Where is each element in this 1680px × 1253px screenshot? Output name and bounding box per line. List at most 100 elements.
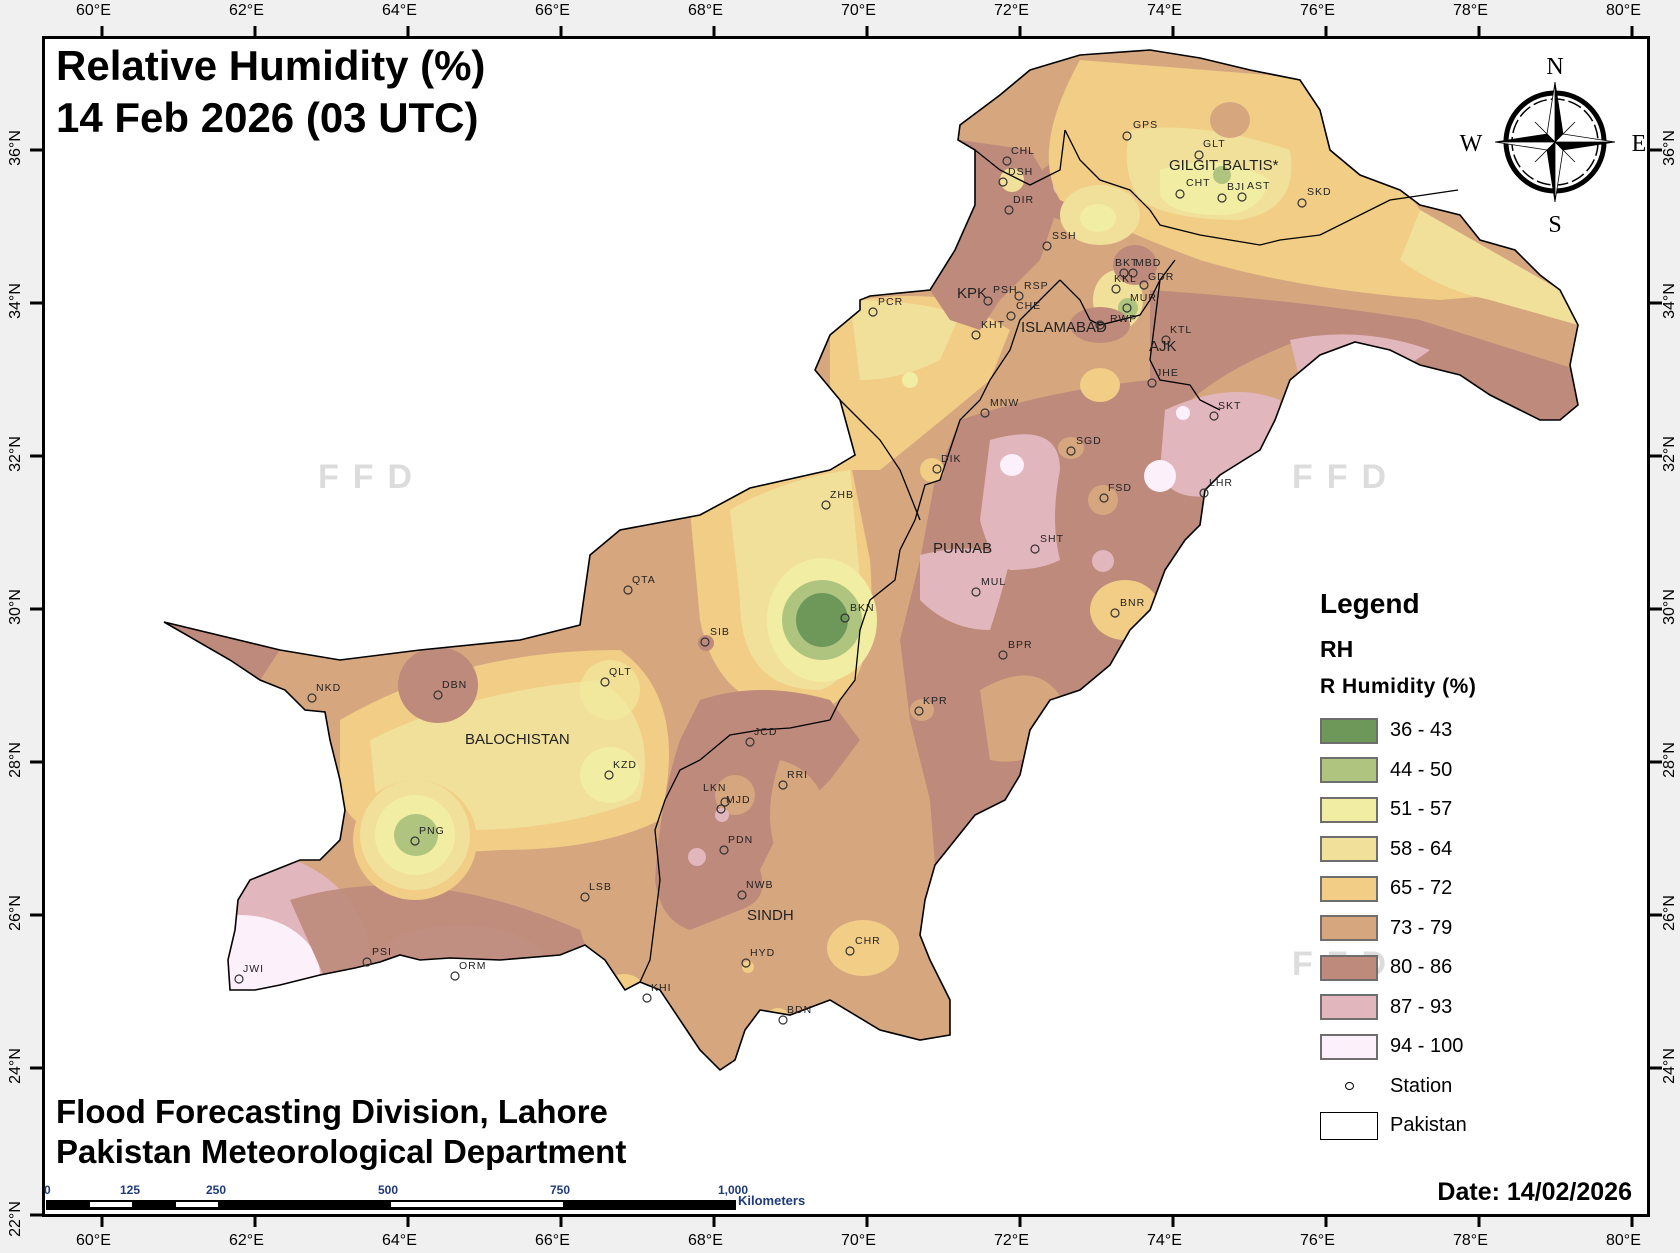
svg-text:JCD: JCD — [754, 726, 777, 738]
svg-text:RRI: RRI — [787, 769, 808, 781]
lon-tick: 78°E — [1453, 1232, 1488, 1249]
svg-text:PDN: PDN — [728, 834, 753, 846]
svg-text:KTL: KTL — [1170, 324, 1192, 336]
svg-text:SGD: SGD — [1076, 435, 1102, 447]
scale-tick: 1,000 — [718, 1183, 749, 1197]
svg-text:SHT: SHT — [1040, 533, 1064, 545]
svg-text:CHR: CHR — [855, 935, 881, 947]
svg-text:MJD: MJD — [726, 794, 751, 806]
boundary-swatch — [1320, 1111, 1378, 1140]
lon-tick: 66°E — [535, 2, 570, 19]
legend-layer: RH — [1320, 636, 1354, 662]
legend-item: 73 - 79 — [1320, 909, 1476, 949]
lon-tick: 64°E — [382, 1232, 417, 1249]
stations — [234, 131, 1307, 1025]
svg-text:GPS: GPS — [1133, 119, 1158, 131]
svg-text:SKD: SKD — [1307, 186, 1332, 198]
svg-text:AST: AST — [1247, 180, 1270, 192]
legend-item: 65 - 72 — [1320, 869, 1476, 909]
svg-text:NKD: NKD — [316, 682, 341, 694]
svg-text:LKN: LKN — [703, 782, 726, 794]
lon-tick: 70°E — [841, 1232, 876, 1249]
watermark: FFD — [1292, 458, 1401, 496]
svg-text:HYD: HYD — [750, 947, 775, 959]
svg-text:JWI: JWI — [243, 963, 264, 975]
svg-text:PSH: PSH — [993, 284, 1018, 296]
svg-text:KPR: KPR — [923, 695, 948, 707]
lon-tick: 76°E — [1300, 2, 1335, 19]
svg-text:LHR: LHR — [1209, 477, 1233, 489]
station-labels: GPS GLT CHT BJI AST SKD CHL DSH DIR SSH … — [243, 119, 1332, 1016]
svg-text:DIK: DIK — [941, 453, 962, 465]
svg-text:NWB: NWB — [746, 879, 774, 891]
svg-text:BPR: BPR — [1008, 639, 1033, 651]
svg-text:ZHB: ZHB — [830, 489, 854, 501]
title-line-1: Relative Humidity (%) — [56, 42, 486, 89]
watermark: FFD — [318, 458, 427, 496]
legend-swatch — [1320, 875, 1378, 902]
scale-tick: 0 — [44, 1183, 51, 1197]
lon-tick: 76°E — [1300, 1232, 1335, 1249]
map-date: Date: 14/02/2026 — [1437, 1178, 1632, 1206]
scale-bar-graphic — [46, 1200, 736, 1210]
svg-text:JHE: JHE — [1156, 367, 1179, 379]
footer-line-2: Pakistan Meteorological Department — [56, 1133, 627, 1170]
lon-tick: 78°E — [1453, 2, 1488, 19]
scale-units: Kilometers — [738, 1193, 806, 1208]
svg-text:W: W — [1460, 131, 1483, 157]
title-line-2: 14 Feb 2026 (03 UTC) — [56, 94, 479, 141]
north-arrow-compass-icon: N S W E — [1460, 54, 1647, 238]
province-boundaries — [639, 129, 1459, 983]
map-title: Relative Humidity (%) 14 Feb 2026 (03 UT… — [56, 40, 485, 144]
legend-field: R Humidity (%) — [1320, 675, 1477, 698]
lon-tick: 72°E — [994, 2, 1029, 19]
legend-boundary: Pakistan — [1320, 1106, 1476, 1146]
svg-text:BKT: BKT — [1115, 257, 1138, 269]
svg-text:PNG: PNG — [419, 825, 445, 837]
footer-line-1: Flood Forecasting Division, Lahore — [56, 1093, 608, 1130]
svg-text:SIB: SIB — [710, 626, 730, 638]
svg-text:PUNJAB: PUNJAB — [933, 540, 992, 557]
svg-text:KKL: KKL — [1114, 273, 1137, 285]
svg-text:MUR: MUR — [1130, 292, 1157, 304]
svg-text:S: S — [1548, 212, 1561, 238]
svg-text:GILGIT BALTIS*: GILGIT BALTIS* — [1169, 157, 1279, 174]
lon-tick: 74°E — [1147, 1232, 1182, 1249]
lon-tick: 64°E — [382, 2, 417, 19]
lon-tick: 60°E — [76, 1232, 111, 1249]
svg-text:KPK: KPK — [957, 285, 987, 302]
svg-text:E: E — [1632, 131, 1647, 157]
footer-credits: Flood Forecasting Division, Lahore Pakis… — [56, 1092, 626, 1172]
svg-text:QTA: QTA — [632, 574, 656, 586]
svg-text:ISLAMABAD: ISLAMABAD — [1021, 319, 1107, 336]
svg-text:AJK: AJK — [1149, 338, 1177, 355]
legend-swatch — [1320, 757, 1378, 784]
lon-tick: 62°E — [229, 2, 264, 19]
lon-tick: 60°E — [76, 2, 111, 19]
province-labels: GILGIT BALTIS* KPK ISLAMABAD AJK PUNJAB … — [465, 157, 1279, 924]
legend-swatch — [1320, 1033, 1378, 1060]
svg-text:PSI: PSI — [372, 946, 392, 958]
svg-text:GLT: GLT — [1203, 138, 1226, 150]
svg-text:FSD: FSD — [1108, 482, 1132, 494]
svg-text:SSH: SSH — [1052, 230, 1077, 242]
lon-tick: 80°E — [1606, 1232, 1641, 1249]
lon-tick: 74°E — [1147, 2, 1182, 19]
legend-item: 94 - 100 — [1320, 1027, 1476, 1067]
svg-text:SKT: SKT — [1218, 400, 1241, 412]
svg-text:BDN: BDN — [787, 1004, 812, 1016]
svg-text:PCR: PCR — [878, 296, 903, 308]
scale-tick: 125 — [120, 1183, 141, 1197]
legend-item: 44 - 50 — [1320, 751, 1476, 791]
svg-text:N: N — [1546, 54, 1563, 80]
svg-text:CHE: CHE — [1016, 300, 1041, 312]
svg-text:QLT: QLT — [609, 666, 632, 678]
svg-text:MBD: MBD — [1135, 257, 1161, 269]
svg-text:MNW: MNW — [990, 397, 1019, 409]
svg-text:KHI: KHI — [651, 982, 672, 994]
legend-title: Legend — [1320, 588, 1420, 619]
svg-text:GDR: GDR — [1148, 271, 1174, 283]
lon-tick: 70°E — [841, 2, 876, 19]
scale-tick: 500 — [378, 1183, 399, 1197]
legend-station: Station — [1320, 1067, 1476, 1107]
